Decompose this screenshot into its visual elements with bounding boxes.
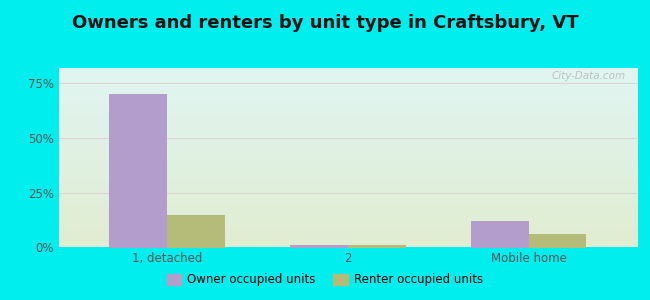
Bar [290,245,348,247]
Text: City-Data.com: City-Data.com [551,71,625,81]
Bar [109,94,167,248]
Text: Owners and renters by unit type in Craftsbury, VT: Owners and renters by unit type in Craft… [72,14,578,32]
Bar [528,234,586,248]
Bar [471,221,528,248]
Bar [167,214,225,248]
Legend: Owner occupied units, Renter occupied units: Owner occupied units, Renter occupied un… [162,269,488,291]
Bar [348,245,406,247]
